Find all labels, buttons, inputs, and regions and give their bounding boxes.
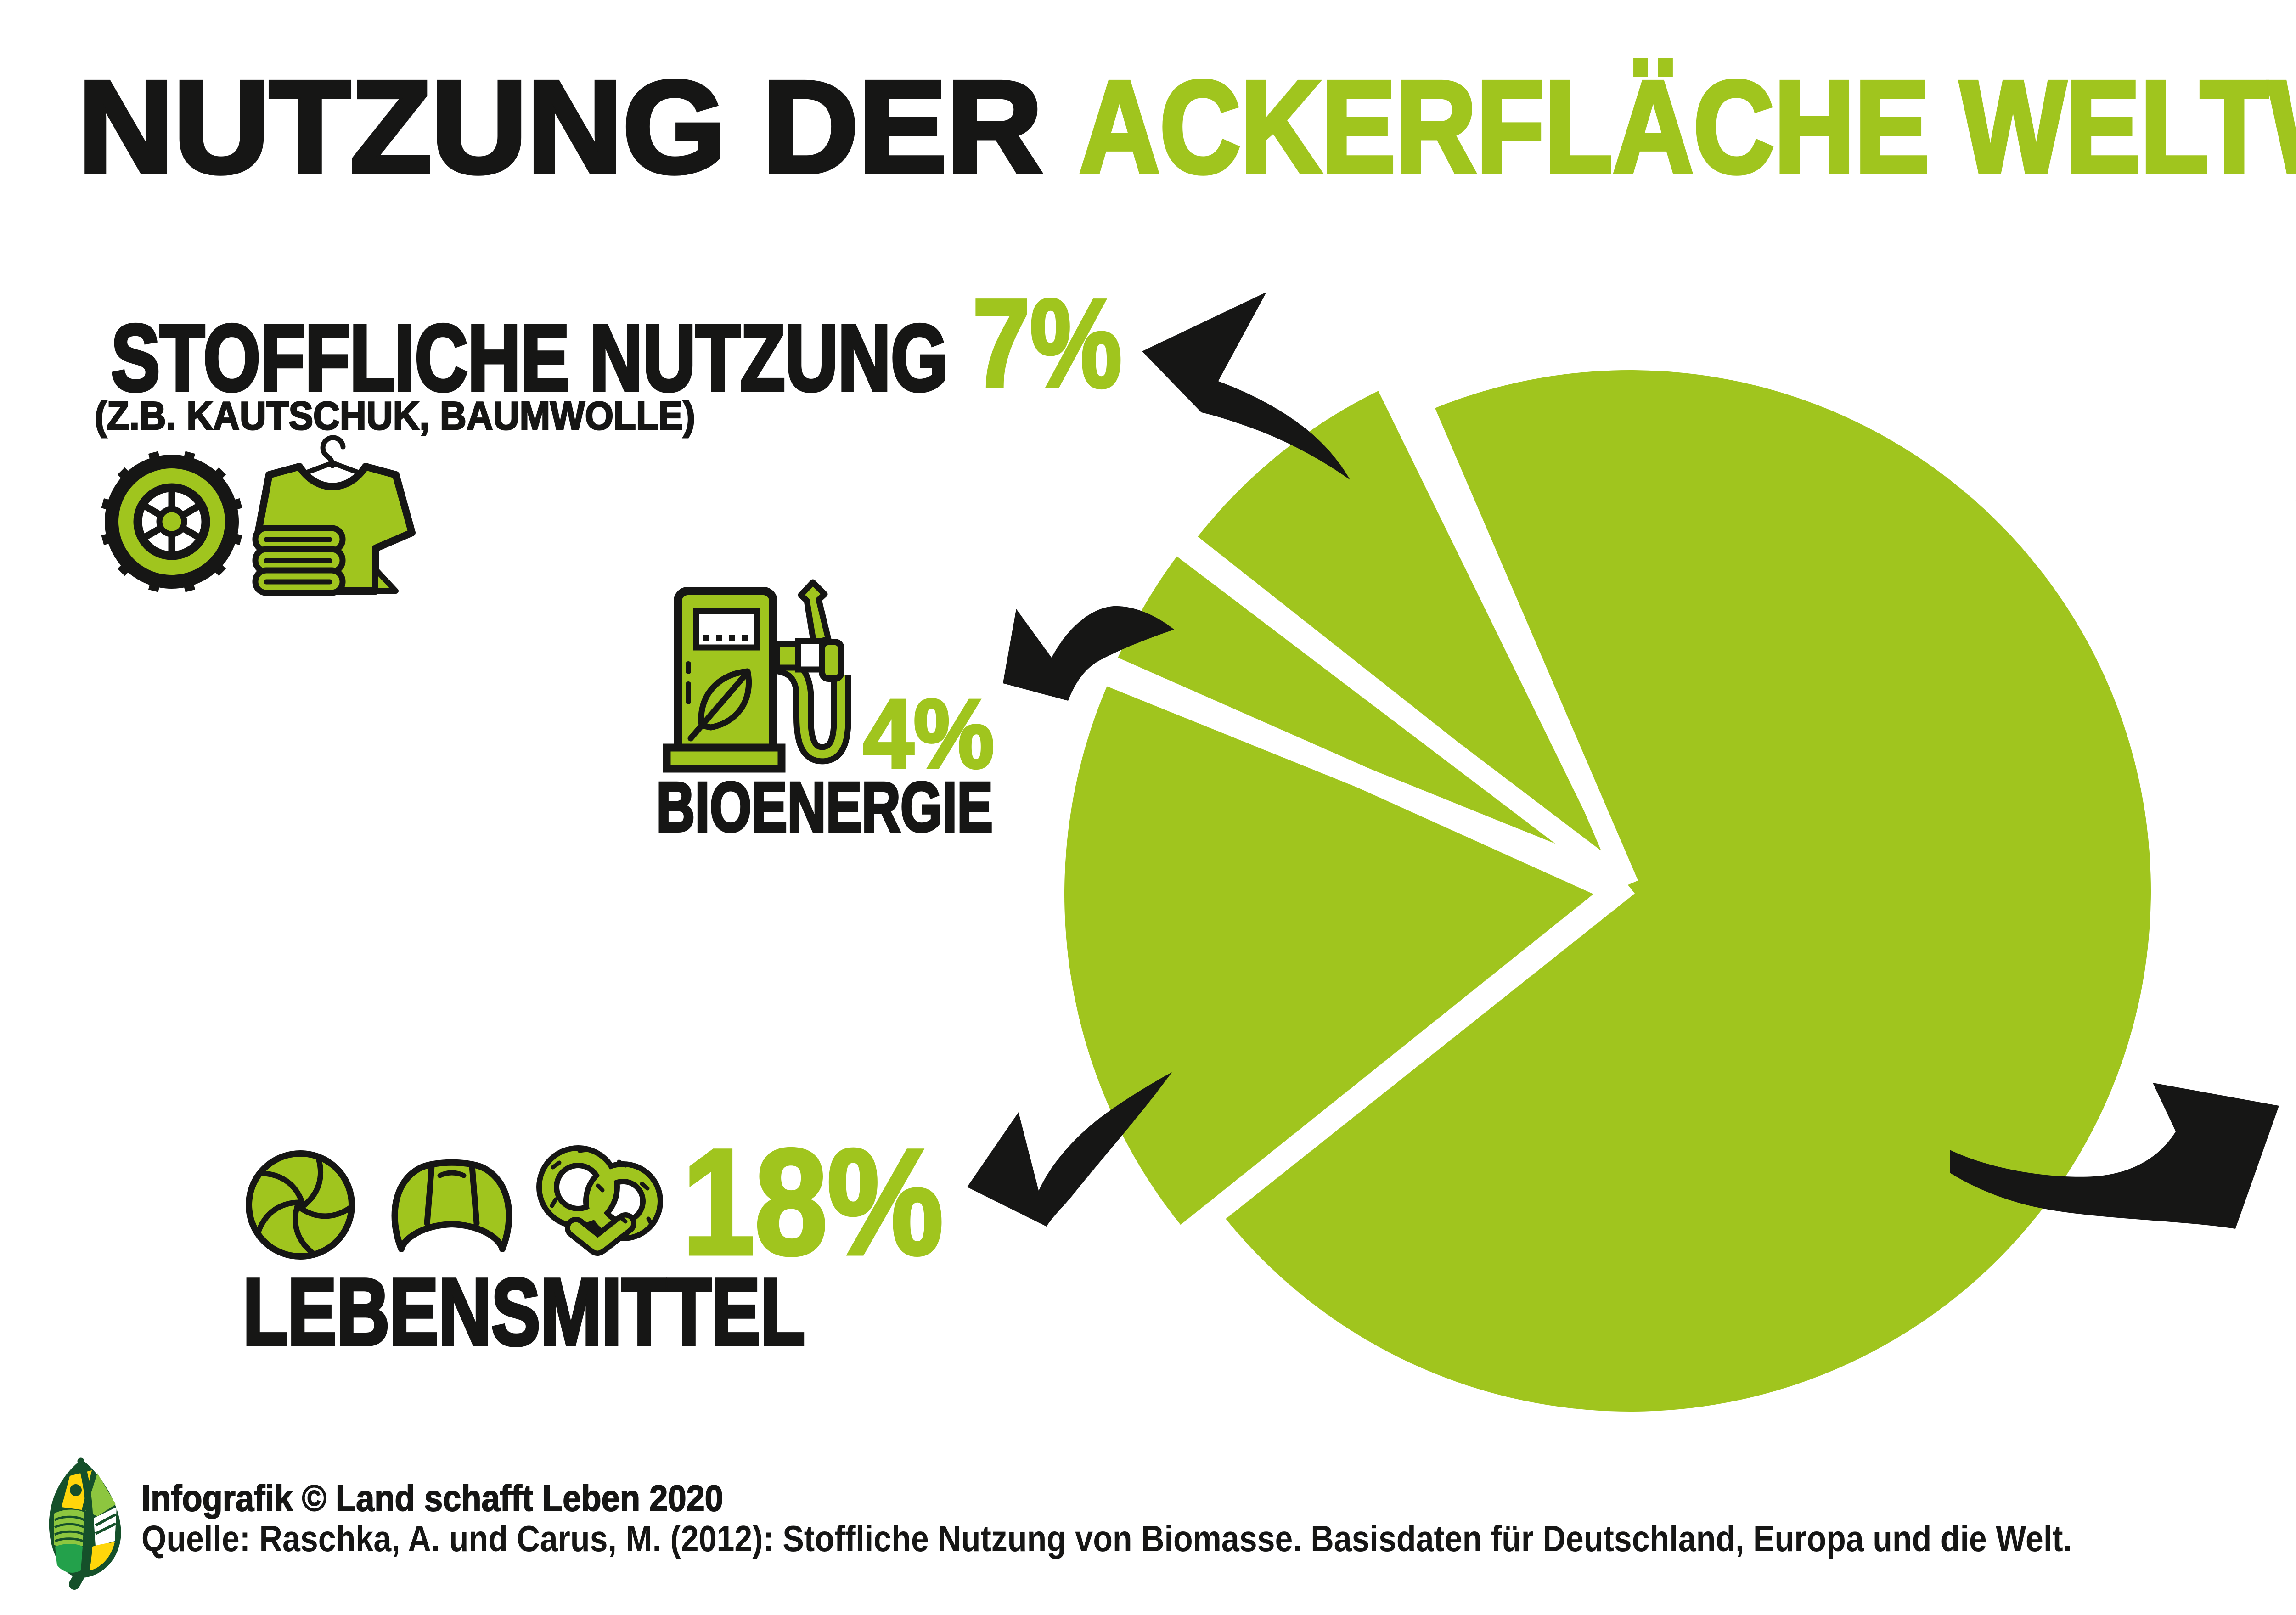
svg-text:(Z.B. KAUTSCHUK, BAUMWOLLE): (Z.B. KAUTSCHUK, BAUMWOLLE)	[95, 394, 695, 438]
svg-text:BIOENERGIE: BIOENERGIE	[656, 768, 993, 846]
svg-text:Infografik © Land schafft Lebe: Infografik © Land schafft Leben 2020	[141, 1478, 723, 1519]
svg-text:ACKERFLÄCHE WELTWEIT: ACKERFLÄCHE WELTWEIT	[1079, 54, 2296, 200]
svg-text:4%: 4%	[863, 679, 994, 788]
svg-text:18%: 18%	[682, 1119, 943, 1286]
svg-text:STOFFLICHE NUTZUNG: STOFFLICHE NUTZUNG	[111, 305, 948, 411]
svg-text:NUTZUNG DER: NUTZUNG DER	[78, 54, 1042, 200]
svg-text:LEBENSMITTEL: LEBENSMITTEL	[243, 1259, 805, 1365]
svg-text:7%: 7%	[973, 273, 1122, 413]
svg-text:Quelle: Raschka, A. und Carus,: Quelle: Raschka, A. und Carus, M. (2012)…	[141, 1518, 2072, 1559]
